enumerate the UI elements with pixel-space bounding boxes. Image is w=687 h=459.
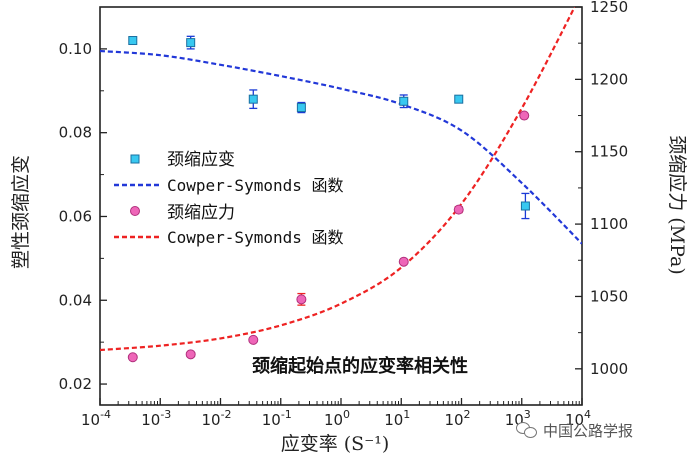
- x-tick-label: 101: [384, 408, 410, 429]
- x-tick-exponent: 1: [403, 408, 410, 421]
- x-tick-label: 10-3: [141, 408, 171, 429]
- data-point-stress: [296, 294, 307, 305]
- data-point-strain: [520, 201, 530, 211]
- data-point-stress: [248, 334, 259, 345]
- y-right-tick-label: 1000: [590, 360, 628, 378]
- x-tick-label: 10-4: [81, 408, 111, 429]
- x-tick-exponent: -2: [221, 408, 232, 421]
- legend-label-neck-stress: 颈缩应力: [167, 203, 235, 223]
- x-tick-exponent: -3: [160, 408, 171, 421]
- x-tick-exponent: 4: [584, 408, 591, 421]
- wechat-icon: [516, 421, 538, 439]
- x-tick-label: 100: [324, 408, 350, 429]
- x-tick-label: 10-1: [262, 408, 292, 429]
- y-left-tick-label: 0.06: [59, 207, 92, 225]
- data-point-stress: [127, 352, 138, 363]
- x-tick-label: 102: [444, 408, 470, 429]
- y-right-tick-label: 1050: [590, 287, 628, 305]
- watermark-text: 中国公路学报: [543, 421, 634, 440]
- x-axis-title: 应变率 (S⁻¹): [281, 433, 390, 455]
- data-point-strain: [248, 94, 258, 104]
- watermark: 中国公路学报: [516, 416, 633, 444]
- data-point-stress: [398, 256, 409, 267]
- legend: 颈缩应变 Cowper-Symonds 函数 颈缩应力 Cowper-Symon…: [114, 150, 344, 247]
- x-tick-exponent: 0: [343, 408, 350, 421]
- x-tick-exponent: 3: [524, 408, 531, 421]
- y-left-tick-label: 0.08: [59, 124, 92, 142]
- data-point-stress: [185, 349, 196, 360]
- y-right-tick-label: 1100: [590, 215, 628, 233]
- fit-line-stress: [100, 7, 576, 352]
- legend-label-cs-red: Cowper-Symonds 函数: [167, 228, 344, 247]
- data-point-strain: [128, 36, 138, 46]
- y-right-tick-label: 1150: [590, 143, 628, 161]
- x-tick-label: 10-2: [201, 408, 231, 429]
- legend-marker-circle: [130, 206, 140, 216]
- x-tick-exponent: -1: [281, 408, 292, 421]
- data-point-strain: [186, 38, 196, 48]
- y-left-tick-label: 0.02: [59, 375, 92, 393]
- data-point-stress: [453, 204, 464, 215]
- data-point-stress: [519, 110, 530, 121]
- legend-label-neck-strain: 颈缩应变: [167, 150, 235, 170]
- data-point-strain: [399, 96, 409, 106]
- legend-marker-square: [130, 154, 140, 164]
- x-tick-exponent: -4: [100, 408, 111, 421]
- chart-annotation: 颈缩起始点的应变率相关性: [251, 355, 468, 377]
- y-right-tick-label: 1200: [590, 70, 628, 88]
- data-point-strain: [454, 94, 464, 104]
- legend-label-cs-blue: Cowper-Symonds 函数: [167, 176, 344, 195]
- x-tick-exponent: 2: [464, 408, 471, 421]
- y-right-tick-label: 1250: [590, 0, 628, 16]
- fit-line-strain: [100, 49, 582, 245]
- y-right-axis-title: 颈缩应力 (MPa): [666, 135, 687, 275]
- data-point-strain: [296, 103, 306, 113]
- y-left-tick-label: 0.04: [59, 291, 92, 309]
- y-left-axis-title: 塑性颈缩应变: [10, 155, 32, 269]
- y-left-tick-label: 0.10: [59, 40, 92, 58]
